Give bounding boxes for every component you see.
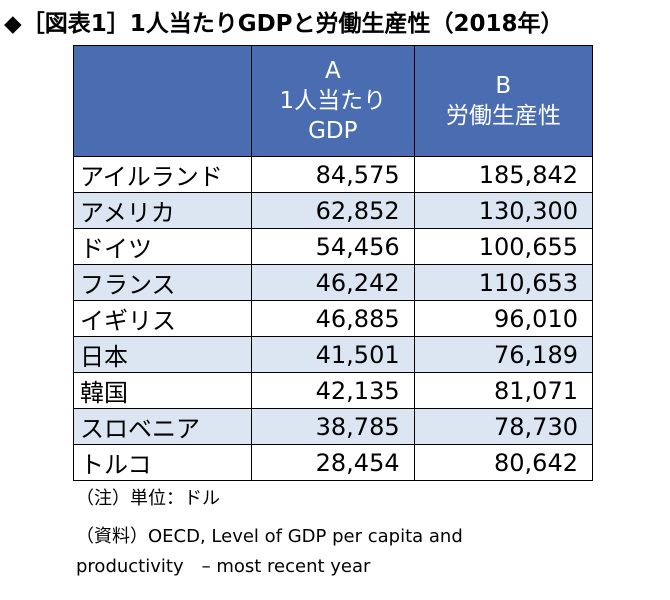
table-row: ドイツ 54,456 100,655 xyxy=(73,228,594,265)
note: （注）単位：ドル xyxy=(76,488,220,509)
table-row: 日本 41,501 76,189 xyxy=(73,336,594,373)
table-row: 韓国 42,135 81,071 xyxy=(73,372,594,409)
title: ◆［図表1］1人当たりGDPと労働生産性（2018年） xyxy=(4,11,564,37)
value-cell: 41,501 xyxy=(251,336,415,373)
value-cell: 185,842 xyxy=(413,156,594,193)
value-cell: 46,885 xyxy=(251,300,415,337)
value-cell: 54,456 xyxy=(251,228,415,265)
corner-cell xyxy=(73,45,252,157)
value-cell: 81,071 xyxy=(413,372,594,409)
value-cell: 78,730 xyxy=(413,408,594,445)
country-cell: ドイツ xyxy=(73,228,252,265)
note: （資料）OECD, Level of GDP per capita and pr… xyxy=(76,526,463,577)
country-cell: アメリカ xyxy=(73,192,252,229)
value-cell: 130,300 xyxy=(413,192,594,229)
country-cell: 韓国 xyxy=(73,372,252,409)
column-header: B 労働生産性 xyxy=(413,45,594,157)
value-cell: 38,785 xyxy=(251,408,415,445)
table-body: アイルランド 84,575 185,842 アメリカ 62,852 130,300 ドイツ 5… xyxy=(73,156,594,481)
column-letter: A xyxy=(324,58,341,84)
value-cell: 80,642 xyxy=(413,444,594,481)
value-cell: 46,242 xyxy=(251,264,415,301)
table-row: トルコ 28,454 80,642 xyxy=(73,444,594,481)
table-row: イギリス 46,885 96,010 xyxy=(73,300,594,337)
country-cell: フランス xyxy=(73,264,252,301)
value-cell: 76,189 xyxy=(413,336,594,373)
country-cell: 日本 xyxy=(73,336,252,373)
column-label: 1人当たり xyxy=(279,88,387,114)
value-cell: 84,575 xyxy=(251,156,415,193)
column-label: 労働生産性 xyxy=(445,103,561,129)
table-row: フランス 46,242 110,653 xyxy=(73,264,594,301)
header-row: A 1人当たり GDP B 労働生産性 xyxy=(73,45,594,157)
column-letter: B xyxy=(495,73,512,99)
country-cell: トルコ xyxy=(73,444,252,481)
country-cell: スロベニア xyxy=(73,408,252,445)
value-cell: 110,653 xyxy=(413,264,594,301)
value-cell: 100,655 xyxy=(413,228,594,265)
column-label: GDP xyxy=(308,118,358,144)
value-cell: 42,135 xyxy=(251,372,415,409)
table-row: アメリカ 62,852 130,300 xyxy=(73,192,594,229)
table-row: スロベニア 38,785 78,730 xyxy=(73,408,594,445)
value-cell: 96,010 xyxy=(413,300,594,337)
column-header: A 1人当たり GDP xyxy=(251,45,415,157)
value-cell: 28,454 xyxy=(251,444,415,481)
table-row: アイルランド 84,575 185,842 xyxy=(73,156,594,193)
data-table: A 1人当たり GDP B 労働生産性 アイルランド 84,575 185,842 アメリカ 6… xyxy=(73,45,594,481)
country-cell: アイルランド xyxy=(73,156,252,193)
notes: （注）単位：ドル （資料）OECD, Level of GDP per capit… xyxy=(76,484,546,590)
country-cell: イギリス xyxy=(73,300,252,337)
value-cell: 62,852 xyxy=(251,192,415,229)
